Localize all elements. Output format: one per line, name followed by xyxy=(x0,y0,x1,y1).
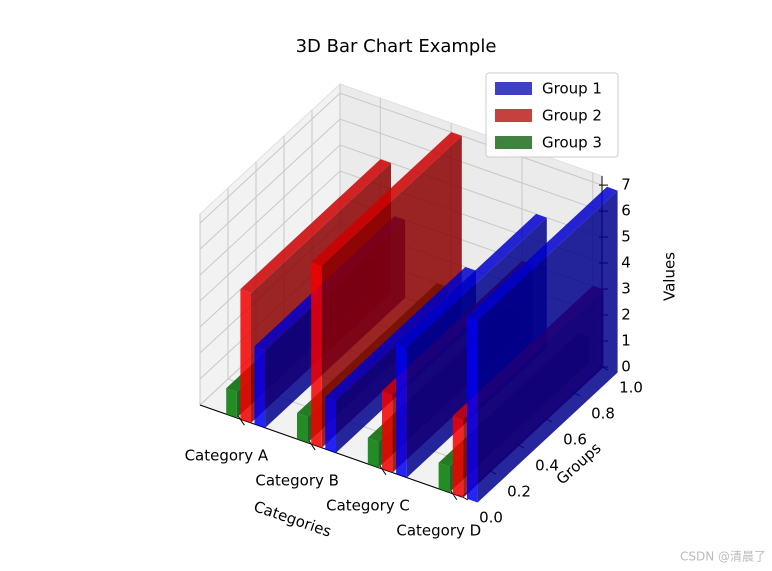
bar-front xyxy=(254,346,266,428)
watermark: CSDN @清晨了 xyxy=(680,550,766,564)
bar-front xyxy=(367,437,379,468)
grid-line xyxy=(199,118,341,250)
bar-top xyxy=(240,159,391,293)
bar-front xyxy=(325,397,336,453)
legend-swatch xyxy=(495,136,532,149)
grid-line xyxy=(199,144,341,276)
legend-label: Group 3 xyxy=(542,134,602,152)
y-tick-label: 0.6 xyxy=(563,431,587,449)
bar-front xyxy=(452,415,464,498)
bar-top xyxy=(467,186,618,321)
y-tick-label: 1.0 xyxy=(619,379,643,397)
x-tick xyxy=(308,440,316,451)
x-axis-label: Categories xyxy=(251,497,333,540)
z-tick-label: 0 xyxy=(621,358,631,376)
x-tick-label: Category A xyxy=(185,447,269,465)
x-tick-label: Category D xyxy=(396,521,481,539)
z-tick-label: 3 xyxy=(621,280,631,298)
bar-side xyxy=(477,190,618,503)
bar-front xyxy=(297,413,308,443)
x-tick xyxy=(450,490,458,501)
z-tick-label: 7 xyxy=(621,176,631,194)
z-tick-label: 5 xyxy=(621,228,631,246)
grid-line xyxy=(339,92,603,186)
bar-top xyxy=(311,132,462,266)
bar xyxy=(467,186,618,503)
x-tick-label: Category B xyxy=(255,472,339,490)
bar-top xyxy=(325,267,476,401)
legend-swatch xyxy=(495,109,532,122)
y-tick-label: 0.8 xyxy=(591,405,615,423)
bar-front xyxy=(240,289,251,423)
x-tick xyxy=(237,415,245,426)
legend-label: Group 1 xyxy=(542,80,602,98)
bar-front xyxy=(396,343,407,478)
legend-swatch xyxy=(495,82,532,95)
y-tick-label: 0.2 xyxy=(507,483,531,501)
bar-front xyxy=(311,262,322,448)
bar-front xyxy=(382,390,393,473)
z-tick-label: 1 xyxy=(621,332,631,350)
bar-front xyxy=(226,388,237,418)
bar-front xyxy=(467,316,478,503)
z-axis-label: Values xyxy=(661,252,679,301)
legend-label: Group 2 xyxy=(542,107,602,125)
chart-title: 3D Bar Chart Example xyxy=(296,36,497,57)
x-tick xyxy=(379,465,387,476)
y-tick-label: 0.0 xyxy=(479,509,503,527)
grid-line xyxy=(199,92,341,224)
y-tick-label: 0.4 xyxy=(535,457,559,475)
z-tick-label: 4 xyxy=(621,254,631,272)
bar-top xyxy=(396,213,547,348)
z-tick-label: 6 xyxy=(621,202,631,220)
grid-line xyxy=(339,118,603,212)
grid-line xyxy=(199,170,341,302)
z-tick-label: 2 xyxy=(621,306,631,324)
x-tick-label: Category C xyxy=(326,496,410,514)
bar-front xyxy=(438,462,450,493)
